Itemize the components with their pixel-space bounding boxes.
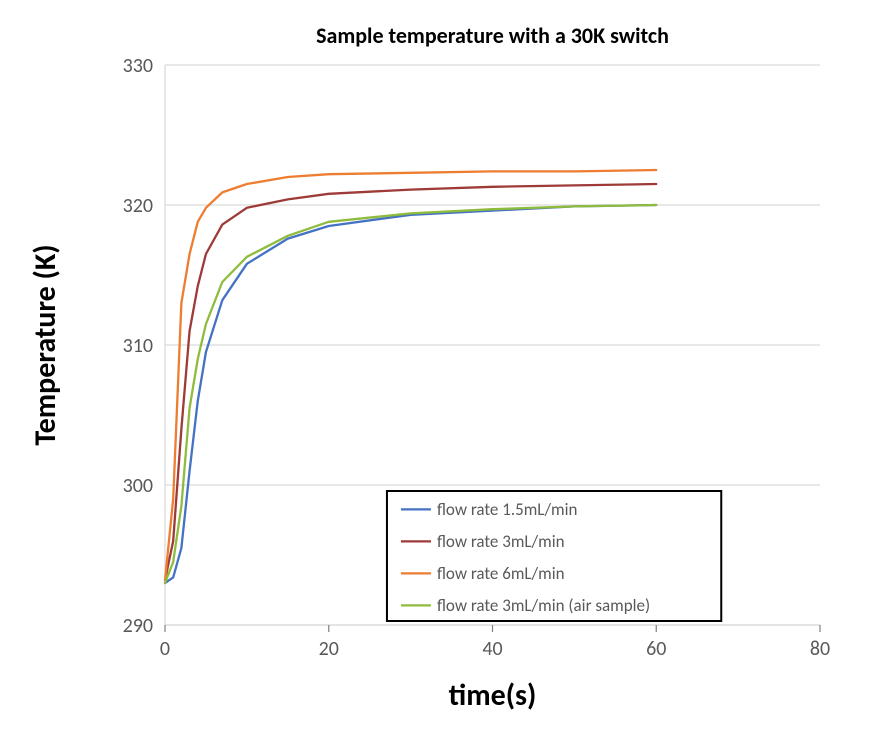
x-tick-label: 0 xyxy=(160,637,170,661)
legend-label: flow rate 3mL/min (air sample) xyxy=(437,595,650,616)
x-axis-title: time(s) xyxy=(449,677,537,714)
x-tick-label: 60 xyxy=(646,637,666,661)
y-tick-label: 330 xyxy=(123,54,153,78)
y-tick-label: 290 xyxy=(123,614,153,638)
legend-label: flow rate 1.5mL/min xyxy=(437,499,578,520)
y-axis-title: Temperature (K) xyxy=(27,244,64,445)
x-tick-label: 20 xyxy=(319,637,339,661)
chart-title: Sample temperature with a 30K switch xyxy=(316,22,669,49)
x-tick-label: 80 xyxy=(810,637,830,661)
chart-container: Sample temperature with a 30K switch 0 20… xyxy=(0,0,874,737)
x-tick-label: 40 xyxy=(482,637,502,661)
y-tick-label: 300 xyxy=(123,474,153,498)
y-tick-label: 320 xyxy=(123,194,153,218)
legend-label: flow rate 6mL/min xyxy=(437,563,565,584)
line-chart-svg: Sample temperature with a 30K switch 0 20… xyxy=(0,0,874,737)
y-tick-label: 310 xyxy=(123,334,153,358)
legend-label: flow rate 3mL/min xyxy=(437,531,565,552)
legend: flow rate 1.5mL/min flow rate 3mL/min flow… xyxy=(387,491,721,621)
